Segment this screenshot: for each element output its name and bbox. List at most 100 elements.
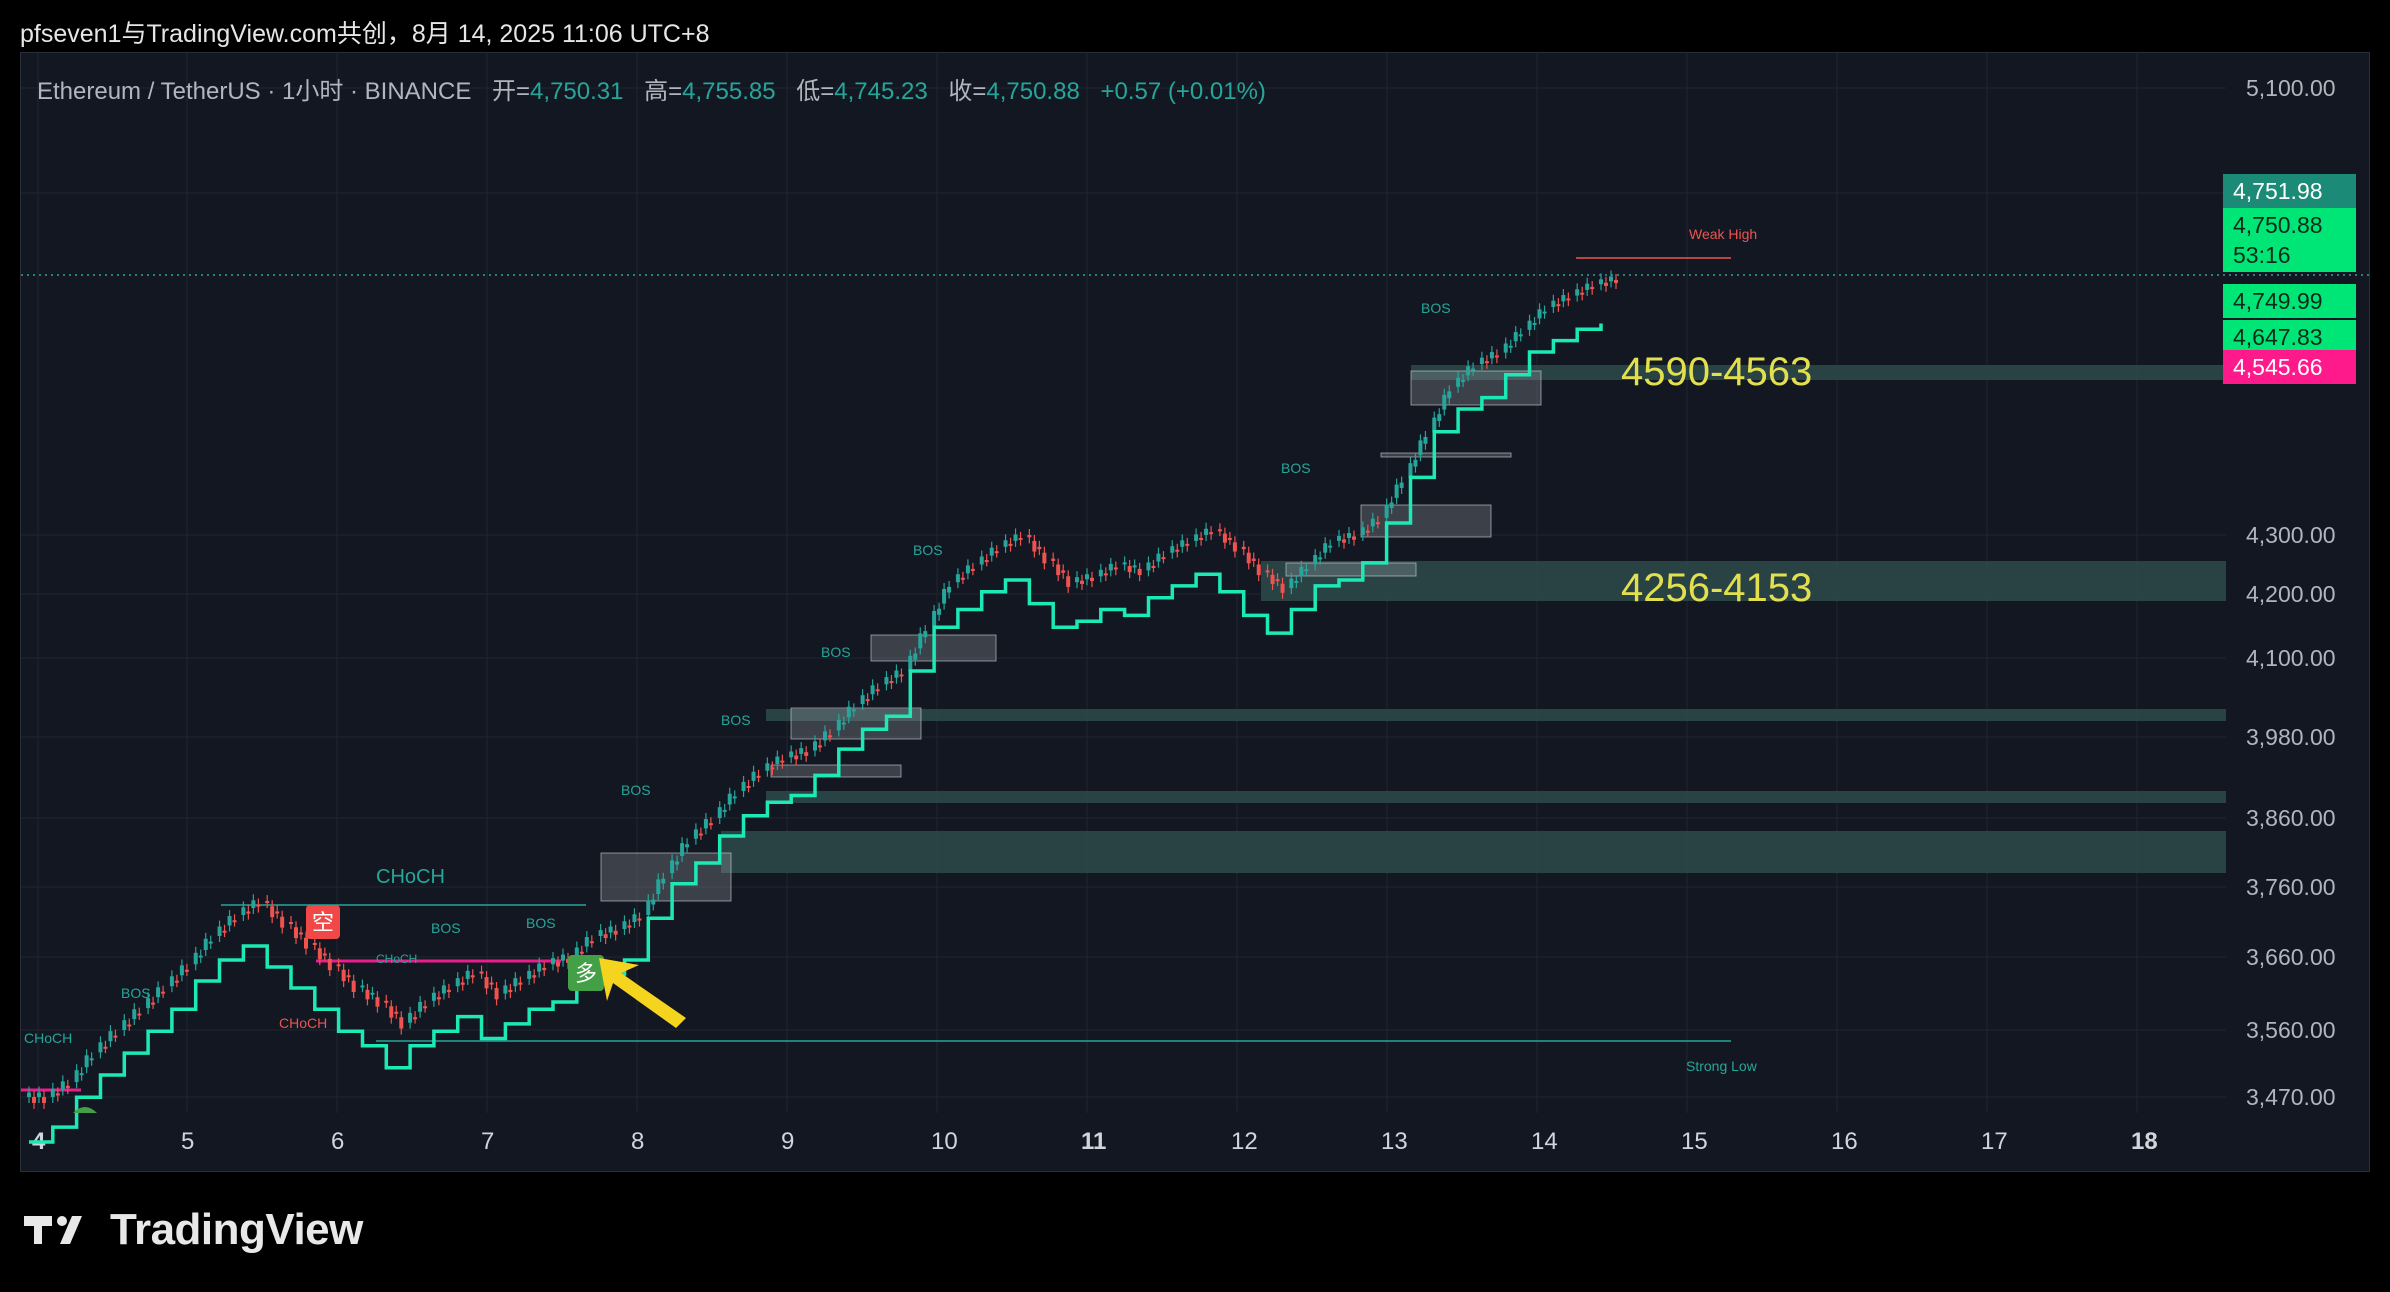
candle-body bbox=[1003, 540, 1008, 547]
candle-body bbox=[265, 901, 270, 903]
candle-body bbox=[532, 975, 537, 978]
candle-body bbox=[375, 997, 380, 1007]
candle-body bbox=[246, 911, 251, 914]
candle-body bbox=[1075, 577, 1079, 583]
candle-body bbox=[1232, 542, 1237, 552]
candle-body bbox=[1037, 546, 1042, 550]
candle-body bbox=[122, 1020, 127, 1030]
candle-body bbox=[1103, 573, 1108, 576]
candle-body bbox=[1466, 366, 1471, 376]
candle-body bbox=[251, 900, 256, 908]
bos-label: BOS bbox=[821, 644, 851, 660]
candle-body bbox=[1585, 283, 1590, 290]
y-tick-label: 3,470.00 bbox=[2246, 1084, 2336, 1110]
candle-body bbox=[1328, 545, 1333, 548]
candle-body bbox=[1199, 537, 1204, 540]
candle-body bbox=[1479, 357, 1484, 364]
weak-high-label: Weak High bbox=[1689, 226, 1757, 242]
candle-body bbox=[241, 907, 246, 915]
candle-body bbox=[42, 1097, 46, 1103]
candle-body bbox=[780, 760, 785, 763]
candle-body bbox=[1399, 482, 1404, 488]
candle-body bbox=[169, 976, 174, 987]
candle-body bbox=[299, 932, 303, 935]
candle-body bbox=[527, 970, 532, 979]
symbol-label[interactable]: Ethereum / TetherUS · 1小时 · BINANCE bbox=[37, 78, 472, 105]
candle-body bbox=[441, 985, 446, 994]
candle-body bbox=[1551, 300, 1556, 307]
candle-body bbox=[1556, 304, 1561, 307]
candle-body bbox=[1151, 565, 1156, 568]
candle-body bbox=[1304, 569, 1309, 572]
candle-body bbox=[217, 926, 222, 936]
candle-body bbox=[151, 1002, 156, 1005]
candle-body bbox=[1389, 502, 1394, 508]
candle-body bbox=[603, 934, 608, 939]
chart-panel[interactable]: 5,100.004,900.004,300.004,200.004,100.00… bbox=[20, 52, 2371, 1173]
candle-body bbox=[632, 914, 637, 922]
close-label: 收= bbox=[948, 78, 987, 105]
svg-text:多: 多 bbox=[575, 962, 597, 987]
candle-body bbox=[947, 586, 952, 593]
candle-body bbox=[894, 670, 899, 678]
candle-body bbox=[579, 951, 584, 954]
order-block bbox=[1410, 370, 1542, 406]
candle-body bbox=[127, 1024, 132, 1027]
candle-body bbox=[1251, 558, 1256, 561]
long-signal-badge: 多 bbox=[568, 955, 604, 991]
candle-body bbox=[1098, 569, 1103, 577]
candle-body bbox=[394, 1011, 399, 1014]
candle-body bbox=[960, 577, 965, 580]
candle-body bbox=[1108, 563, 1113, 571]
candle-body bbox=[161, 991, 166, 994]
short-signal-badge: 空 bbox=[306, 905, 340, 939]
liquidity-zone bbox=[766, 709, 2226, 721]
candle-body bbox=[765, 763, 770, 771]
candle-body bbox=[508, 989, 513, 993]
order-block bbox=[1380, 452, 1512, 458]
up-marker-icon bbox=[73, 1107, 97, 1113]
svg-text:空: 空 bbox=[312, 911, 334, 936]
close-value: 4,750.88 bbox=[986, 78, 1080, 105]
candle-body bbox=[955, 574, 960, 583]
candle-body bbox=[913, 653, 918, 660]
candle-body bbox=[32, 1097, 36, 1103]
candle-body bbox=[55, 1093, 60, 1096]
tradingview-logo[interactable]: TradingView bbox=[24, 1205, 363, 1255]
candle-body bbox=[256, 904, 261, 907]
candle-body bbox=[184, 969, 189, 972]
candle-body bbox=[637, 918, 642, 921]
candle-body bbox=[708, 823, 713, 826]
candle-body bbox=[1132, 565, 1137, 568]
candle-body bbox=[431, 992, 436, 1001]
price-tag: 4,545.66 bbox=[2223, 350, 2356, 384]
choch-label-red: CHoCH bbox=[279, 1015, 327, 1031]
candle-body bbox=[1342, 539, 1346, 543]
price-tag: 53:16 bbox=[2223, 238, 2356, 272]
y-tick-label: 5,100.00 bbox=[2246, 75, 2336, 101]
order-block bbox=[1285, 562, 1417, 577]
candle-body bbox=[1494, 355, 1499, 358]
candle-body bbox=[1056, 564, 1061, 576]
x-tick-label: 14 bbox=[1531, 1128, 1558, 1155]
candle-body bbox=[1508, 345, 1513, 348]
candle-body bbox=[137, 1013, 142, 1016]
candle-body bbox=[370, 992, 375, 995]
candle-body bbox=[789, 751, 794, 758]
candle-body bbox=[1146, 562, 1151, 571]
candle-body bbox=[503, 985, 508, 994]
candle-body bbox=[1461, 379, 1466, 382]
chart-canvas[interactable]: 5,100.004,900.004,300.004,200.004,100.00… bbox=[21, 53, 2371, 1173]
x-tick-label: 10 bbox=[931, 1128, 958, 1155]
candle-body bbox=[513, 978, 518, 987]
candle-body bbox=[351, 980, 356, 993]
high-value: 4,755.85 bbox=[682, 78, 776, 105]
candle-body bbox=[460, 982, 465, 985]
candle-body bbox=[561, 954, 565, 961]
candle-body bbox=[1503, 343, 1508, 353]
candle-body bbox=[108, 1031, 113, 1042]
candle-body bbox=[1042, 552, 1047, 564]
candle-body bbox=[823, 731, 827, 741]
candle-body bbox=[818, 745, 822, 748]
tradingview-brand: TradingView bbox=[110, 1205, 363, 1254]
